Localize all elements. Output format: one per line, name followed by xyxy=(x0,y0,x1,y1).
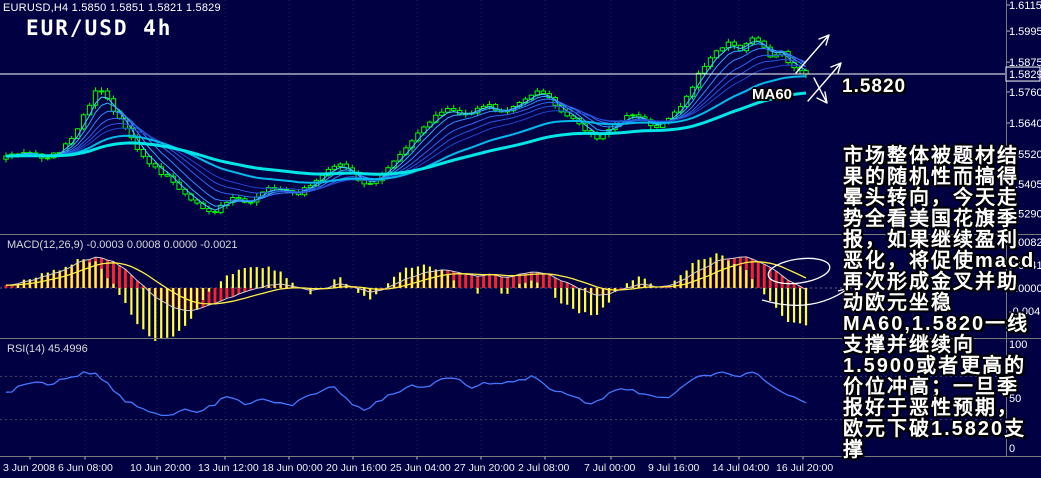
rsi-panel xyxy=(0,370,1005,421)
time-label: 9 Jul 16:00 xyxy=(648,462,700,474)
macd-scale-tick: 0.0000 xyxy=(1009,283,1041,295)
time-label: 27 Jun 20:00 xyxy=(454,462,515,474)
time-label: 10 Jun 20:00 xyxy=(130,462,191,474)
price-tick: 1.5520 xyxy=(1009,149,1041,161)
time-label: 7 Jul 00:00 xyxy=(584,462,636,474)
ma60-annotation-label: MA60 xyxy=(752,86,793,103)
candles-layer xyxy=(3,35,809,215)
current-price-label: 1.5829 xyxy=(1009,69,1041,81)
rsi-indicator-label: RSI(14) 45.4996 xyxy=(7,343,88,355)
rsi-line xyxy=(5,370,807,417)
up-arrow-annotation xyxy=(795,34,830,74)
time-label: 13 Jun 12:00 xyxy=(198,462,259,474)
down-arrow-annotation xyxy=(813,77,828,104)
price-tick: 1.5875 xyxy=(1009,57,1041,69)
current-price-box xyxy=(1005,66,1041,82)
macd-panel xyxy=(0,253,1005,341)
price-scale[interactable]: 1.6115 1.5995 1.5875 1.5760 1.5640 1.5520 1.54… xyxy=(1005,0,1041,455)
grid-lines xyxy=(84,0,804,456)
rsi-scale-tick: 100 xyxy=(1009,339,1027,351)
up-arrow-annotation xyxy=(807,62,842,102)
macd-scale-tick: 0.0082 xyxy=(1009,237,1041,249)
price-tick: 1.5640 xyxy=(1009,118,1041,130)
symbol-info-line: EURUSD,H4 1.5850 1.5851 1.5821 1.5829 xyxy=(3,2,221,14)
analysis-note: 市场整体被题材结 果的随机性而搞得 晕头转向，今天走 势全看美国花旗季 报，如果… xyxy=(843,145,1036,461)
ma-slow-line xyxy=(5,75,807,184)
price-tick: 1.5995 xyxy=(1009,26,1041,38)
macd-circle-annotation xyxy=(767,257,831,285)
rsi-scale-tick: 0 xyxy=(1009,443,1015,455)
drawn-annotations xyxy=(761,34,850,306)
macd-main-line xyxy=(5,256,807,312)
time-label: 25 Jun 04:00 xyxy=(390,462,451,474)
time-label: 14 Jul 04:00 xyxy=(712,462,769,474)
rsi-scale-tick: 50 xyxy=(1009,393,1021,405)
price-tick: 1.5760 xyxy=(1009,87,1041,99)
macd-scale-tick: -0.0041 xyxy=(1009,306,1041,318)
macd-histogram xyxy=(4,253,808,341)
price-tick: 1.5290 xyxy=(1009,209,1041,221)
support-price-annotation: 1.5820 xyxy=(842,76,907,97)
ma60-line xyxy=(5,91,807,176)
price-tick: 1.5405 xyxy=(1009,179,1041,191)
main-chart[interactable] xyxy=(3,35,809,215)
chart-title: EUR/USD 4h xyxy=(26,16,173,40)
ema-lines xyxy=(5,41,807,211)
time-label: 2 Jul 08:00 xyxy=(518,462,570,474)
price-tick: 1.6115 xyxy=(1009,0,1041,12)
time-label: 6 Jun 08:00 xyxy=(58,462,113,474)
macd-signal-line xyxy=(5,261,807,305)
time-axis[interactable]: 3 Jun 2008 6 Jun 08:00 10 Jun 20:00 13 Jun … xyxy=(3,456,833,475)
macd-curve-arrow-annotation xyxy=(761,287,850,306)
time-label: 20 Jun 16:00 xyxy=(326,462,387,474)
time-label: 3 Jun 2008 xyxy=(3,462,55,474)
time-label: 18 Jun 00:00 xyxy=(262,462,323,474)
macd-indicator-label: MACD(12,26,9) -0.0003 0.0008 0.0000 -0.0… xyxy=(7,239,238,251)
macd-scale-tick: 0.0041 xyxy=(1009,260,1041,272)
time-label: 16 Jul 20:00 xyxy=(776,462,833,474)
